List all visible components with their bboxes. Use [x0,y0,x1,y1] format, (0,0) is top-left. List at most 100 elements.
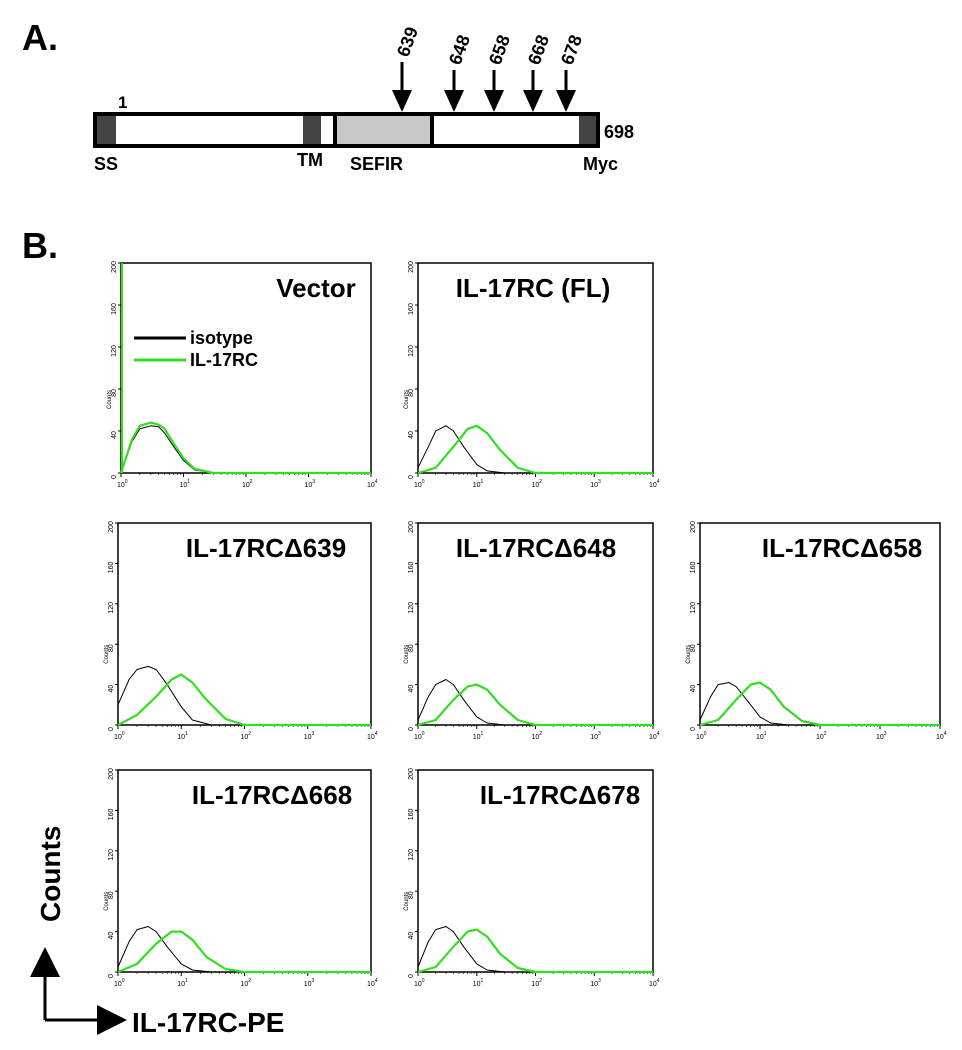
site-658-label: 658 [485,32,514,67]
x-tick-exponent: 3 [312,731,315,737]
x-tick-label: 102 [242,479,253,489]
ss-domain [97,116,116,144]
end-label: 698 [604,122,634,142]
legend-isotype-label: isotype [190,328,253,348]
x-tick-label: 100 [114,978,125,988]
y-tick-label: 80 [408,891,415,899]
x-tick-exponent: 0 [122,978,125,984]
x-tick-label: 100 [117,479,128,489]
axis-key: Counts IL-17RC-PE [30,826,284,1038]
legend: isotype IL-17RC [134,328,258,370]
y-tick-label: 160 [408,808,415,820]
plot-title: IL-17RCΔ668 [192,780,352,810]
il17rc-trace [119,421,371,475]
plot-title: IL-17RC (FL) [456,273,611,303]
x-tick-label: 104 [649,479,660,489]
panel-label-a: A. [22,17,58,58]
x-tick-exponent: 1 [185,731,188,737]
sefir-domain [333,112,434,148]
y-tick-label: 120 [408,345,415,357]
x-tick-exponent: 0 [422,731,425,737]
plot-title: IL-17RCΔ648 [456,533,616,563]
il17rc-trace [417,928,653,974]
y-tick-label: 120 [111,345,118,357]
start-label: 1 [118,93,127,112]
x-tick-exponent: 1 [481,479,484,485]
x-tick-label: 101 [177,978,188,988]
y-tick-label: 40 [408,431,415,439]
x-tick-label: 101 [473,479,484,489]
y-tick-label: 200 [408,521,415,533]
x-tick-exponent: 0 [704,731,707,737]
x-tick-exponent: 4 [657,731,660,737]
small-counts-label: Counts [107,390,113,409]
y-tick-label: 160 [408,561,415,573]
panel-label-b: B. [22,225,58,266]
x-tick-label: 103 [590,978,601,988]
x-tick-exponent: 3 [312,978,315,984]
x-tick-exponent: 0 [422,479,425,485]
y-tick-label: 0 [408,727,415,731]
x-tick-label: 101 [180,479,191,489]
x-tick-exponent: 3 [884,731,887,737]
y-tick-label: 120 [408,849,415,861]
y-tick-label: 200 [408,261,415,273]
arrow-639: 639 [392,24,422,112]
arrow-648: 648 [444,32,474,112]
site-648-label: 648 [445,32,474,67]
x-tick-label: 102 [532,731,543,741]
small-counts-label: Counts [104,892,110,911]
x-tick-label: 102 [241,978,252,988]
site-668-label: 668 [524,32,553,67]
isotype-trace [417,926,653,973]
x-tick-label: 103 [590,479,601,489]
x-tick-exponent: 2 [250,479,253,485]
arrow-668: 668 [523,32,553,112]
site-678-label: 678 [557,32,586,67]
x-tick-exponent: 2 [824,731,827,737]
small-counts-label: Counts [404,645,410,664]
plot-title: IL-17RCΔ678 [480,780,640,810]
site-639-label: 639 [393,24,422,59]
plot-frame [417,262,654,474]
x-tick-label: 101 [473,978,484,988]
myc-label: Myc [583,154,618,174]
myc-tag [579,116,596,144]
y-tick-label: 160 [408,303,415,315]
y-tick-label: 200 [111,261,118,273]
y-tick-label: 0 [111,475,118,479]
isotype-trace [117,665,371,726]
y-tick-label: 160 [111,303,118,315]
x-tick-exponent: 3 [598,731,601,737]
x-tick-exponent: 4 [944,731,947,737]
plot-frame [417,769,654,973]
il17rc-trace [699,681,940,727]
x-tick-label: 103 [876,731,887,741]
small-counts-label: Counts [104,645,110,664]
x-tick-label: 104 [649,731,660,741]
x-tick-label: 104 [367,978,378,988]
x-tick-exponent: 3 [598,978,601,984]
x-tick-exponent: 1 [481,978,484,984]
plot-title: Vector [276,273,356,303]
x-tick-label: 100 [414,479,425,489]
y-tick-label: 200 [108,521,115,533]
ss-label: SS [94,154,118,174]
x-tick-label: 104 [936,731,947,741]
y-tick-label: 120 [108,849,115,861]
tm-label: TM [297,150,323,170]
x-tick-label: 103 [304,731,315,741]
x-tick-label: 104 [367,731,378,741]
x-tick-label: 103 [590,731,601,741]
x-tick-exponent: 0 [122,731,125,737]
y-tick-label: 80 [108,644,115,652]
small-counts-label: Counts [404,892,410,911]
x-axis-title: IL-17RC-PE [132,1007,284,1038]
arrow-678: 678 [556,32,586,112]
il17rc-trace [417,424,653,475]
